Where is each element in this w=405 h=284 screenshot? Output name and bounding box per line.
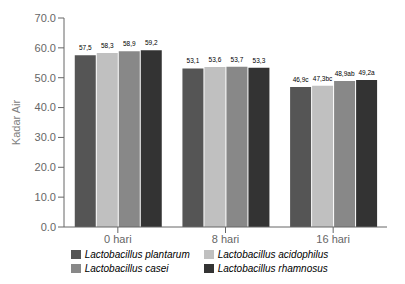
svg-text:50.0: 50.0	[35, 72, 56, 84]
svg-text:20.0: 20.0	[35, 161, 56, 173]
svg-text:53,7: 53,7	[231, 56, 244, 63]
svg-text:60.0: 60.0	[35, 42, 56, 54]
svg-text:0.0: 0.0	[41, 221, 56, 233]
html-text:Lactobacillus acidophilus: Lactobacillus acidophilus	[217, 249, 329, 260]
html-text:Lactobacillus casei: Lactobacillus casei	[84, 263, 169, 274]
svg-text:47,3bc: 47,3bc	[313, 75, 333, 82]
svg-text:57,5: 57,5	[79, 44, 92, 51]
svg-text:8 hari: 8 hari	[212, 233, 240, 245]
html-text:Lactobacillus plantarum: Lactobacillus plantarum	[84, 249, 190, 260]
svg-text:58,9: 58,9	[123, 40, 136, 47]
svg-text:59,2: 59,2	[145, 39, 158, 46]
svg-text:53,1: 53,1	[187, 57, 200, 64]
svg-text:70.0: 70.0	[35, 12, 56, 24]
svg-text:48,9ab: 48,9ab	[335, 70, 355, 77]
html-text:Lactobacillus rhamnosus: Lactobacillus rhamnosus	[217, 263, 328, 274]
svg-text:30.0: 30.0	[35, 131, 56, 143]
svg-text:46,9c: 46,9c	[293, 76, 310, 83]
svg-text:53,6: 53,6	[209, 56, 222, 63]
svg-text:49,2a: 49,2a	[358, 69, 375, 76]
svg-text:16 hari: 16 hari	[316, 233, 350, 245]
svg-text:53,3: 53,3	[253, 57, 266, 64]
svg-text:58,3: 58,3	[101, 42, 114, 49]
svg-text:10.0: 10.0	[35, 191, 56, 203]
svg-text:0 hari: 0 hari	[104, 233, 132, 245]
svg-text:Kadar Air: Kadar Air	[10, 100, 22, 146]
svg-text:40.0: 40.0	[35, 101, 56, 113]
